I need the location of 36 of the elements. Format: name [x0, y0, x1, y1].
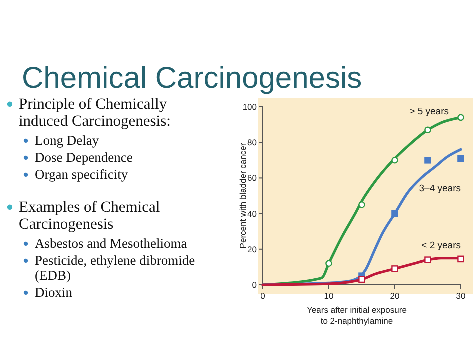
- point: [458, 155, 464, 162]
- y-tick-label: 60: [248, 173, 258, 184]
- x-tick-label: 0: [260, 291, 266, 301]
- point: [358, 202, 366, 208]
- y-tick-label: 40: [248, 208, 258, 219]
- y-tick-label: 80: [248, 138, 258, 148]
- series-label: 3–4 years: [419, 184, 462, 195]
- x-tick-label: 10: [324, 291, 334, 301]
- text: Principle of Chemically induced Carcinogenesis:: [19, 96, 171, 130]
- text: Organ specificity: [35, 167, 128, 182]
- text: Dioxin: [35, 285, 73, 300]
- y-axis-title: Percent with bladder cancer: [238, 143, 248, 249]
- text: Examples of Chemical Carcinogenesis: [19, 199, 160, 233]
- point: [424, 157, 432, 164]
- point: [392, 210, 398, 218]
- point: [424, 256, 432, 264]
- x-axis-title: Years after initial exposure to 2-naphthylamine: [307, 305, 408, 326]
- point: [326, 260, 332, 268]
- point: [392, 266, 398, 272]
- text: Long Delay: [35, 133, 100, 148]
- text: Asbestos and Mesothelioma: [35, 236, 188, 251]
- x-tick-label: 20: [390, 291, 400, 301]
- point: [424, 126, 432, 134]
- point: [458, 256, 464, 263]
- y-tick-label: 0: [252, 280, 258, 290]
- series-label: > 5 years: [410, 106, 450, 118]
- y-tick-label: 20: [248, 244, 258, 254]
- point: [358, 276, 366, 284]
- series-label: < 2 years: [422, 240, 462, 252]
- x-tick-label: 30: [456, 291, 466, 301]
- chart-title: Chemical Carcinogenesis: [22, 62, 362, 95]
- point: [392, 157, 398, 164]
- text: Dose Dependence: [35, 150, 133, 165]
- text: Pesticide, ethylene dibromide (EDB): [35, 253, 196, 283]
- point: [458, 114, 464, 122]
- y-tick-label: 100: [242, 102, 258, 112]
